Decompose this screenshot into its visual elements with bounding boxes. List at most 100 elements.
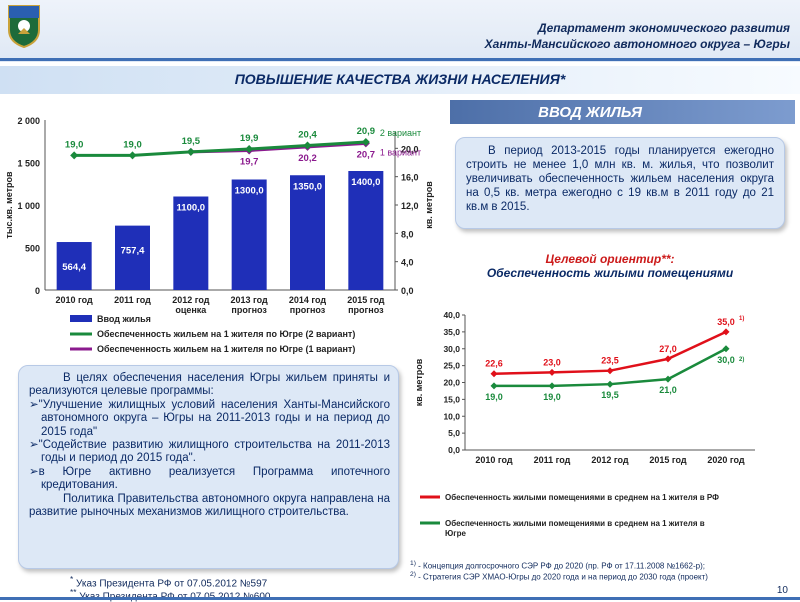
program-item-text: "Улучшение жилищных условий населения Ха… <box>38 398 390 438</box>
line-marker <box>303 141 312 150</box>
line-marker <box>606 380 614 388</box>
line-value-label: 19,7 <box>240 156 259 167</box>
x-tick-label: 2012 год <box>591 455 629 465</box>
x-tick-label: 2011 год <box>114 295 151 305</box>
program-item: ➢"Улучшение жилищных условий населения Х… <box>29 399 390 439</box>
line-value-label: 20,9 <box>357 126 376 137</box>
legend-label: Обеспеченность жильем на 1 жителя по Югр… <box>97 344 355 354</box>
x-tick-label: 2010 год <box>475 455 513 465</box>
footnote-text: Указ Президента РФ от 07.05.2012 №600 <box>79 591 270 602</box>
y2-tick-label: 4,0 <box>401 258 414 268</box>
line-value-label: 19,0 <box>543 392 561 402</box>
program-item-text: в Югре активно реализуется Программа ипо… <box>38 465 390 492</box>
footnote-2: ** Указ Президента РФ от 07.05.2012 №600 <box>70 587 270 602</box>
line-marker <box>490 382 498 390</box>
bar-value-label: 564,4 <box>62 262 86 273</box>
annotation-variant-2: 2 вариант <box>380 128 421 138</box>
line-value-label: 20,7 <box>357 149 376 160</box>
annotation-variant-1: 1 вариант <box>380 147 421 157</box>
y2-tick-label: 8,0 <box>401 229 414 239</box>
y-tick-label: 25,0 <box>443 361 460 371</box>
footnote-text: Указ Президента РФ от 07.05.2012 №597 <box>76 578 268 590</box>
bar-value-label: 757,4 <box>121 246 145 257</box>
line-marker <box>70 151 79 160</box>
line-value-label: 35,0 <box>717 317 735 327</box>
line-value-label: 20,4 <box>298 130 317 141</box>
bar <box>290 175 325 290</box>
line-value-label: 30,0 <box>717 355 735 365</box>
y2-tick-label: 16,0 <box>401 173 419 183</box>
section-title: ВВОД ЖИЛЬЯ <box>538 104 642 121</box>
page-title: ПОВЫШЕНИЕ КАЧЕСТВА ЖИЗНИ НАСЕЛЕНИЯ* <box>234 71 566 87</box>
y-tick-label: 1 500 <box>17 159 40 169</box>
target-heading: Целевой ориентир**: <box>545 252 675 266</box>
bar <box>173 196 209 290</box>
line-marker <box>722 345 730 353</box>
note-text: - Стратегия СЭР ХМАО-Югры до 2020 года и… <box>418 572 708 582</box>
bar <box>115 225 150 290</box>
programs-intro: В целях обеспечения населения Югры жилье… <box>29 372 390 398</box>
legend-label: Югре <box>445 529 466 538</box>
x-tick-label: 2015 год <box>649 455 687 465</box>
line-value-label: 19,5 <box>601 390 619 400</box>
housing-construction-chart: 0 500 1 000 1 500 2 000 0,0 4,0 8,0 12,0 16,0 20,0… <box>4 116 434 354</box>
footnote-mark: ** <box>70 587 77 597</box>
end-label-mark: 2) <box>739 357 744 363</box>
note-mark: 2) <box>410 571 416 578</box>
department-line-2: Ханты-Мансийского автономного округа – Ю… <box>484 37 790 51</box>
x-tick-label: прогноз <box>231 305 267 315</box>
program-item: ➢"Содействие развитию жилищного строител… <box>29 439 390 466</box>
line-value-label: 19,0 <box>123 139 142 150</box>
x-tick-label: 2010 год <box>56 295 94 305</box>
title-bar <box>0 66 800 94</box>
y-axis-title: тыс.кв. метров <box>4 171 14 239</box>
source-note-1: 1) - Концепция долгосрочного СЭР РФ до 2… <box>410 560 705 571</box>
page-number: 10 <box>776 585 788 596</box>
line-marker <box>664 375 672 383</box>
line-marker <box>490 370 498 378</box>
info-box: В период 2013-2015 годы планируется ежег… <box>455 137 785 229</box>
x-tick-label: прогноз <box>290 305 326 315</box>
bar <box>231 179 267 290</box>
programs-box: В целях обеспечения населения Югры жилье… <box>18 365 399 569</box>
section-title-bar <box>450 100 795 124</box>
bullet-icon: ➢ <box>29 465 39 478</box>
y2-tick-label: 12,0 <box>401 201 419 211</box>
line-marker <box>664 355 672 363</box>
y-tick-label: 0,0 <box>448 445 460 455</box>
bullet-icon: ➢ <box>29 439 39 452</box>
y-tick-label: 10,0 <box>443 411 460 421</box>
bar <box>56 242 92 290</box>
line-marker <box>361 137 370 146</box>
series-line <box>74 140 366 157</box>
line-value-label: 19,9 <box>240 133 259 144</box>
bar-value-label: 1300,0 <box>235 186 264 197</box>
legend-label: Ввод жилья <box>97 314 151 324</box>
y2-tick-label: 0,0 <box>401 286 414 296</box>
program-item-text: "Содействие развитию жилищного строитель… <box>38 439 390 465</box>
line-marker <box>128 151 137 160</box>
legend-label: Обеспеченность жильем на 1 жителя по Югр… <box>97 329 355 339</box>
y-tick-label: 2 000 <box>17 116 40 126</box>
line-marker <box>548 368 556 376</box>
housing-provision-chart: 0,0 5,0 10,0 15,0 20,0 25,0 30,0 35,0 40,0 кв. ме… <box>414 310 755 538</box>
x-tick-label: 2020 год <box>707 455 745 465</box>
header-band <box>0 0 800 62</box>
line-marker <box>245 145 254 154</box>
line-value-label: 21,0 <box>659 385 677 395</box>
end-label-mark: 1) <box>739 316 744 322</box>
x-tick-label: 2015 год <box>347 295 385 305</box>
y-tick-label: 35,0 <box>443 327 460 337</box>
programs-policy: Политика Правительства автономного округ… <box>29 492 390 519</box>
bar-value-label: 1350,0 <box>293 181 322 192</box>
line-marker <box>186 147 195 156</box>
bar-value-label: 1100,0 <box>177 203 206 214</box>
y-axis-title: кв. метров <box>414 358 424 406</box>
line-value-label: 20,2 <box>298 153 317 164</box>
line-marker <box>722 328 730 336</box>
x-tick-label: прогноз <box>348 305 384 315</box>
y-tick-label: 1 000 <box>17 201 40 211</box>
bullet-icon: ➢ <box>29 398 39 411</box>
y-tick-label: 20,0 <box>443 378 460 388</box>
y-tick-label: 500 <box>25 244 40 254</box>
